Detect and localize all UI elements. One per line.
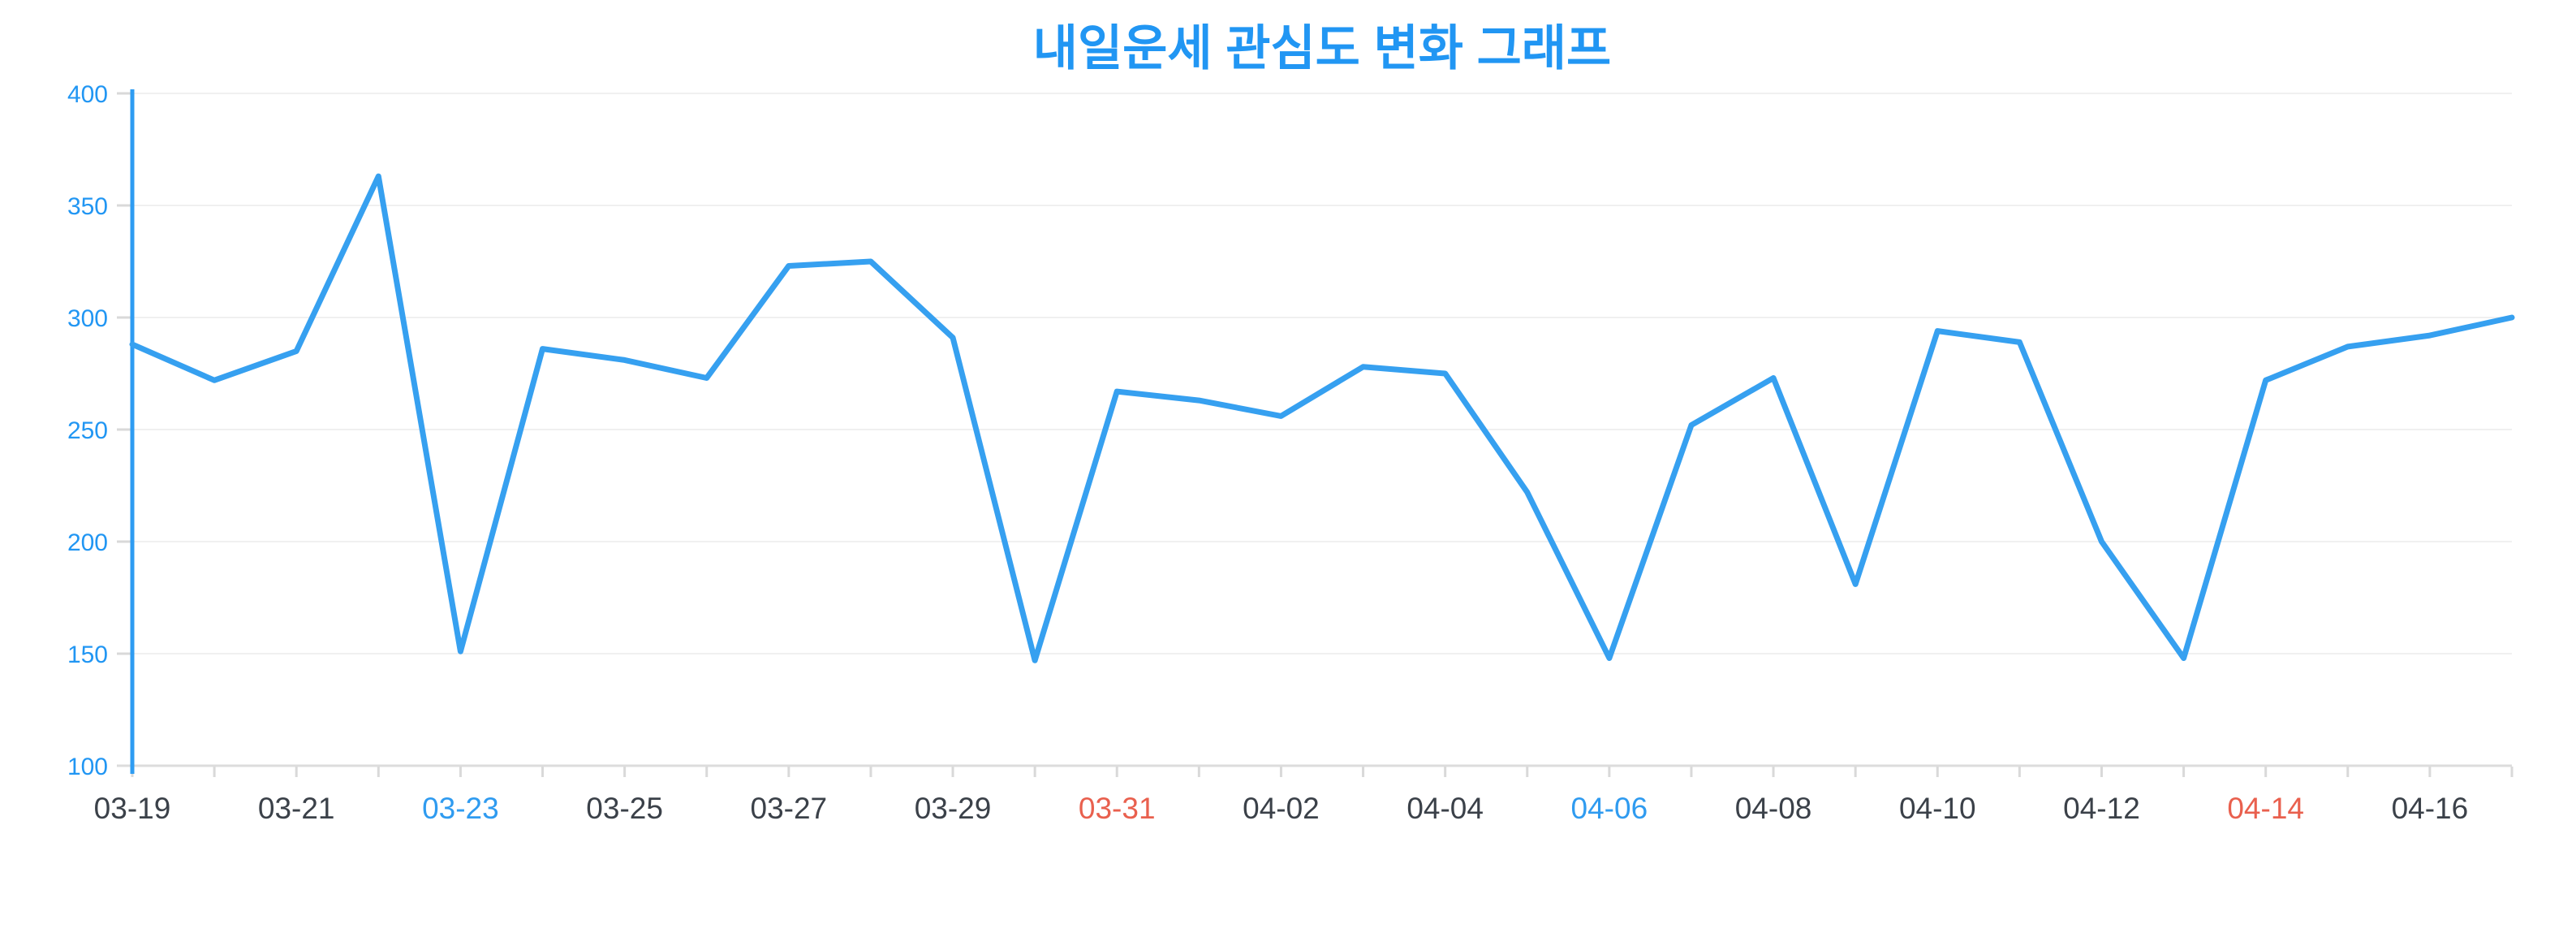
x-tick-label: 03-21: [258, 792, 335, 825]
x-tick-label: 03-25: [586, 792, 663, 825]
x-tick-label: 04-10: [1899, 792, 1976, 825]
series-line: [129, 173, 2515, 663]
x-tick-label: 03-29: [915, 792, 992, 825]
x-tick-label: 03-19: [94, 792, 171, 825]
x-tick-label: 04-04: [1406, 792, 1484, 825]
x-tick-label: 04-06: [1571, 792, 1648, 825]
y-tick-label: 150: [67, 641, 108, 668]
x-tick-label: 04-02: [1243, 792, 1320, 825]
x-tick-label: 03-23: [422, 792, 499, 825]
x-tick-label: 03-27: [751, 792, 828, 825]
y-tick-label: 250: [67, 417, 108, 444]
y-tick-label: 400: [67, 81, 108, 108]
x-tick-label: 03-31: [1079, 792, 1156, 825]
y-tick-label: 350: [67, 193, 108, 220]
y-tick-label: 200: [67, 529, 108, 556]
y-tick-label: 300: [67, 305, 108, 332]
x-tick-label: 04-16: [2392, 792, 2469, 825]
x-tick-label: 04-14: [2227, 792, 2304, 825]
x-tick-label: 04-12: [2063, 792, 2140, 825]
x-tick-label: 04-08: [1735, 792, 1812, 825]
y-tick-label: 100: [67, 754, 108, 780]
chart-title: 내일운세 관심도 변화 그래프: [1032, 21, 1612, 76]
